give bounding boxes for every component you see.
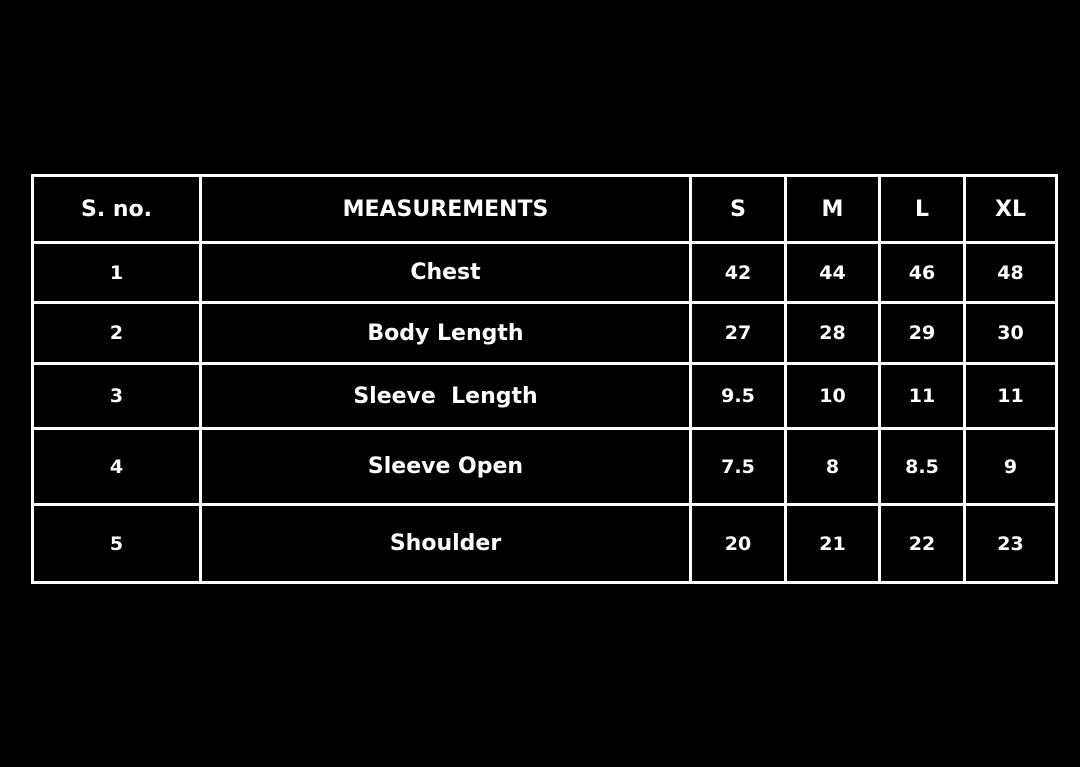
cell-sno: 3 <box>31 362 202 430</box>
cell-l: 46 <box>878 241 966 304</box>
table-row: 3 Sleeve Length 9.5 10 11 11 <box>31 362 1058 430</box>
header-xl: XL <box>963 174 1058 244</box>
table-row: 5 Shoulder 20 21 22 23 <box>31 503 1058 584</box>
header-row: S. no. MEASUREMENTS S M L XL <box>31 174 1058 244</box>
cell-m: 10 <box>784 362 881 430</box>
cell-l: 22 <box>878 503 966 584</box>
cell-sno: 2 <box>31 301 202 365</box>
cell-s: 42 <box>689 241 787 304</box>
cell-xl: 48 <box>963 241 1058 304</box>
header-measurements: MEASUREMENTS <box>199 174 692 244</box>
size-chart-table: S. no. MEASUREMENTS S M L XL 1 Chest 42 … <box>31 174 1058 584</box>
table-row: 2 Body Length 27 28 29 30 <box>31 301 1058 365</box>
cell-l: 8.5 <box>878 427 966 506</box>
cell-measurement: Sleeve Open <box>199 427 692 506</box>
cell-sno: 1 <box>31 241 202 304</box>
cell-xl: 23 <box>963 503 1058 584</box>
cell-sno: 4 <box>31 427 202 506</box>
cell-xl: 30 <box>963 301 1058 365</box>
header-m: M <box>784 174 881 244</box>
header-l: L <box>878 174 966 244</box>
cell-m: 44 <box>784 241 881 304</box>
cell-xl: 9 <box>963 427 1058 506</box>
cell-s: 20 <box>689 503 787 584</box>
cell-m: 8 <box>784 427 881 506</box>
cell-m: 21 <box>784 503 881 584</box>
cell-measurement: Chest <box>199 241 692 304</box>
cell-l: 29 <box>878 301 966 365</box>
cell-measurement: Body Length <box>199 301 692 365</box>
cell-xl: 11 <box>963 362 1058 430</box>
cell-s: 27 <box>689 301 787 365</box>
cell-measurement: Shoulder <box>199 503 692 584</box>
table-row: 4 Sleeve Open 7.5 8 8.5 9 <box>31 427 1058 506</box>
table-row: 1 Chest 42 44 46 48 <box>31 241 1058 304</box>
cell-m: 28 <box>784 301 881 365</box>
cell-s: 9.5 <box>689 362 787 430</box>
cell-sno: 5 <box>31 503 202 584</box>
cell-l: 11 <box>878 362 966 430</box>
header-s: S <box>689 174 787 244</box>
header-sno: S. no. <box>31 174 202 244</box>
cell-s: 7.5 <box>689 427 787 506</box>
cell-measurement: Sleeve Length <box>199 362 692 430</box>
